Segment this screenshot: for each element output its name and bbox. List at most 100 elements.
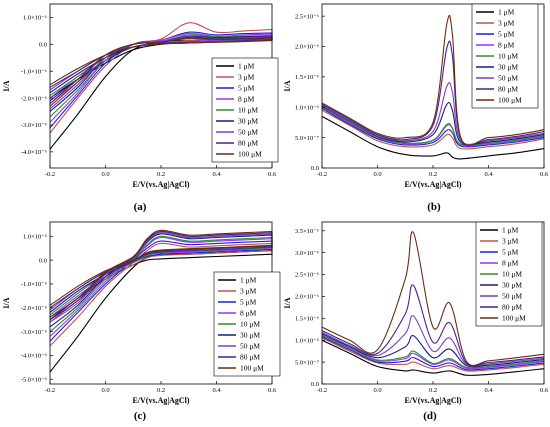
panel-label: (a) (134, 201, 147, 213)
series-line (321, 40, 545, 146)
legend-label: 80 μM (502, 303, 522, 312)
y-tick-label: 5.0×10⁻⁷ (295, 359, 319, 366)
series-line (321, 82, 545, 145)
y-tick-label: 1.5×10⁻⁶ (295, 74, 319, 81)
legend-label: 8 μM (502, 259, 519, 268)
y-tick-label: 3.5×10⁻⁶ (295, 228, 319, 235)
legend-label: 5 μM (502, 248, 519, 257)
legend-label: 100 μM (502, 314, 526, 323)
y-tick-label: -3.0×10⁻⁶ (21, 122, 47, 129)
y-tick-label: 0.0 (39, 257, 47, 264)
legend-label: 5 μM (240, 298, 257, 307)
legend-label: 30 μM (502, 281, 522, 290)
legend-label: 80 μM (498, 85, 518, 94)
x-axis-title: E/V(vs.Ag|AgCl) (132, 396, 189, 405)
legend: 1 μM 3 μM 5 μM 8 μM 10 μM 30 μM 50 μM 80 μM 100 … (475, 221, 543, 327)
y-axis-title: I/A (2, 297, 11, 308)
legend-label: 30 μM (498, 63, 518, 72)
legend: 1 μM 3 μM 5 μM 8 μM 10 μM 30 μM 50 μM 80 μM 100 … (471, 3, 539, 109)
x-tick-label: 0.2 (429, 171, 437, 178)
x-tick-label: 0.0 (101, 171, 109, 178)
legend-label: 3 μM (498, 19, 515, 28)
y-tick-label: -5.0×10⁻⁶ (21, 376, 47, 383)
series-line (321, 315, 545, 367)
x-tick-label: -0.2 (45, 171, 55, 178)
y-tick-label: 1.0×10⁻⁶ (23, 233, 47, 240)
chart-panel: -0.2 0.0 0.2 0.4 0.6 1.0×10⁻⁶ 0.0 -1.0×10⁻⁶ -2.0… (2, 3, 279, 213)
legend-label: 50 μM (498, 74, 518, 83)
x-tick-label: 0.4 (484, 171, 493, 178)
series-line (321, 337, 545, 372)
legend-label: 8 μM (498, 41, 515, 50)
series-line (321, 284, 545, 367)
series-line (321, 336, 545, 371)
legend-label: 30 μM (240, 331, 260, 340)
series-line (321, 108, 545, 148)
series-line (321, 335, 545, 370)
series-line (321, 14, 545, 146)
legend-label: 3 μM (238, 73, 255, 82)
legend-label: 1 μM (238, 62, 255, 71)
panel-label: (d) (423, 410, 437, 422)
y-axis-title: I/A (283, 80, 292, 91)
series-line (321, 339, 545, 376)
x-tick-label: 0.4 (212, 171, 221, 178)
y-tick-label: -1.0×10⁻⁶ (21, 281, 47, 288)
x-tick-label: 0.2 (429, 387, 437, 394)
series-line (321, 334, 545, 369)
y-tick-label: 1.5×10⁻⁶ (295, 316, 319, 323)
y-tick-label: -4.0×10⁻⁶ (21, 353, 47, 360)
legend-label: 10 μM (238, 106, 258, 115)
y-tick-label: -4.0×10⁻⁶ (21, 149, 47, 156)
x-tick-label: 0.6 (268, 171, 277, 178)
x-axis-title: E/V(vs.Ag|AgCl) (404, 396, 461, 405)
y-tick-label: 3.0×10⁻⁶ (295, 250, 319, 257)
legend-label: 30 μM (238, 117, 258, 126)
legend-label: 10 μM (502, 270, 522, 279)
series-line (321, 115, 545, 160)
series-line (321, 231, 545, 367)
x-tick-label: 0.2 (157, 171, 165, 178)
x-tick-label: 0.6 (268, 387, 277, 394)
panel-label: (c) (134, 410, 147, 422)
y-axis-title: I/A (2, 80, 11, 91)
legend-label: 10 μM (240, 320, 260, 329)
y-tick-label: -3.0×10⁻⁶ (21, 329, 47, 336)
legend-label: 5 μM (498, 30, 515, 39)
x-tick-label: -0.2 (317, 171, 327, 178)
legend-label: 8 μM (238, 95, 255, 104)
legend-label: 100 μM (238, 150, 262, 159)
y-tick-label: 0.0 (311, 381, 319, 388)
legend: 1 μM 3 μM 5 μM 8 μM 10 μM 30 μM 50 μM 80 μM 100 … (213, 271, 281, 377)
legend-label: 8 μM (240, 309, 257, 318)
y-tick-label: -1.0×10⁻⁶ (21, 68, 47, 75)
y-tick-label: 0.0 (311, 165, 319, 172)
legend-label: 1 μM (498, 8, 515, 17)
legend-label: 50 μM (238, 128, 258, 137)
y-tick-label: -2.0×10⁻⁶ (21, 305, 47, 312)
legend-label: 80 μM (238, 139, 258, 148)
x-tick-label: 0.4 (484, 387, 493, 394)
legend-label: 50 μM (502, 292, 522, 301)
series-line (321, 109, 545, 150)
legend-label: 80 μM (240, 353, 260, 362)
legend-label: 1 μM (502, 226, 519, 235)
x-tick-label: 0.6 (540, 171, 549, 178)
y-tick-label: 1.0×10⁻⁶ (295, 337, 319, 344)
legend-label: 10 μM (498, 52, 518, 61)
y-tick-label: 2.5×10⁻⁶ (295, 272, 319, 279)
legend-label: 3 μM (502, 237, 519, 246)
y-tick-label: 2.0×10⁻⁶ (295, 294, 319, 301)
y-tick-label: 1.0×10⁻⁶ (295, 104, 319, 111)
legend-label: 1 μM (240, 276, 257, 285)
series-line (321, 333, 545, 368)
y-tick-label: 2.0×10⁻⁶ (295, 44, 319, 51)
x-tick-label: -0.2 (317, 387, 327, 394)
legend-label: 100 μM (240, 364, 264, 373)
chart-panel: -0.2 0.0 0.2 0.4 0.62.5×10⁻⁶2.0×10⁻⁶1.5×10⁻⁶… (283, 3, 549, 213)
x-tick-label: 0.2 (157, 387, 165, 394)
x-tick-label: 0.6 (540, 387, 549, 394)
chart-panel: -0.2 0.0 0.2 0.4 0.6 1.0×10⁻⁶ 0.0 -1.0×10⁻⁶ -2.0… (2, 221, 281, 422)
x-tick-label: 0.0 (101, 387, 109, 394)
